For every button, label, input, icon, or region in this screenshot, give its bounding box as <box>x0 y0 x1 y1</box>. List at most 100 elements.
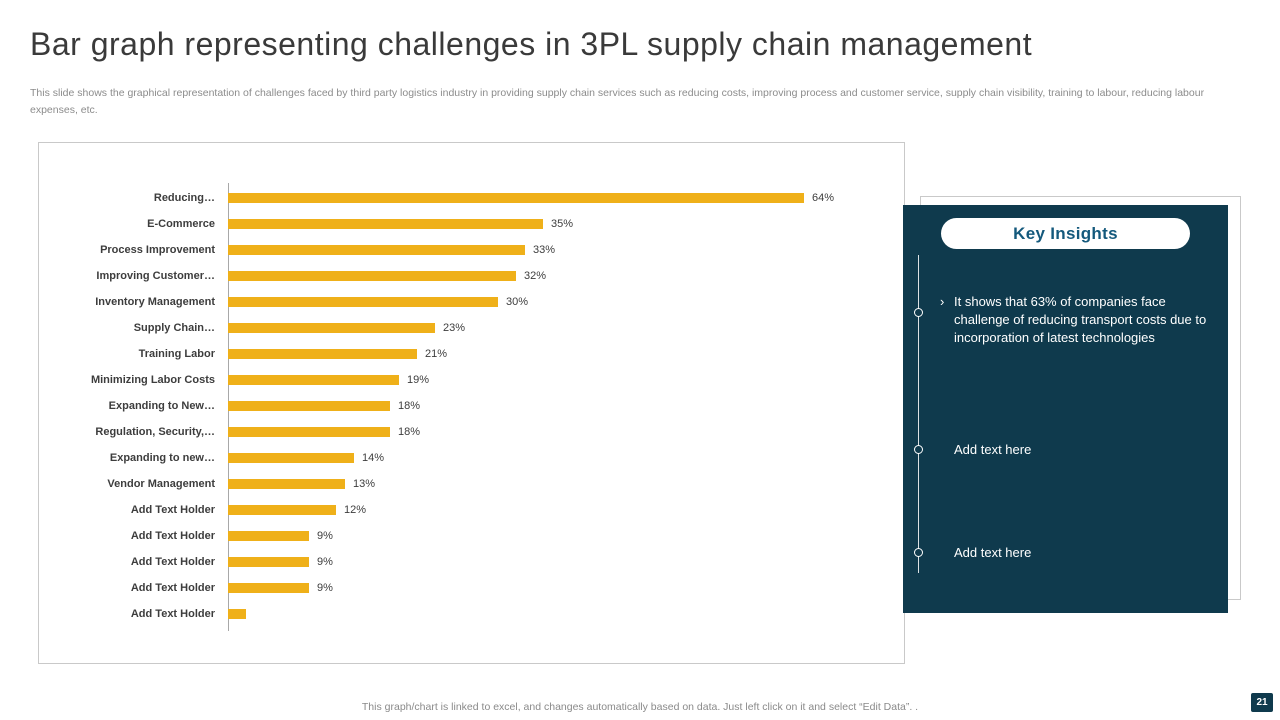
bullet-dot <box>914 548 923 557</box>
bar-row: Training Labor 21% <box>49 341 890 367</box>
category-label: Add Text Holder <box>130 582 215 594</box>
value-label: 33% <box>533 244 556 256</box>
bar-track: 30% <box>228 289 890 315</box>
category-label: Add Text Holder <box>130 504 215 516</box>
bullet-connector-line <box>918 255 919 573</box>
bar-row: Vendor Management 13% <box>49 471 890 497</box>
bar-row: Expanding to new… 14% <box>49 445 890 471</box>
insight-bullet: › It shows that 63% of companies face cha… <box>940 293 1216 347</box>
bar-track: 33% <box>228 237 890 263</box>
bar-row: Reducing… 64% <box>49 185 890 211</box>
bar[interactable] <box>228 297 498 307</box>
bar-track: 64% <box>228 185 890 211</box>
bar[interactable] <box>228 219 543 229</box>
bar-row: Add Text Holder 9% <box>49 523 890 549</box>
bar-track: 18% <box>228 419 890 445</box>
bar-row: Minimizing Labor Costs 19% <box>49 367 890 393</box>
bar-track: 23% <box>228 315 890 341</box>
bar[interactable] <box>228 609 246 619</box>
category-label: Process Improvement <box>100 244 215 256</box>
value-label: 64% <box>812 192 835 204</box>
bar[interactable] <box>228 427 390 437</box>
category-label: Add Text Holder <box>130 530 215 542</box>
bar[interactable] <box>228 401 390 411</box>
value-label: 23% <box>443 322 466 334</box>
bar[interactable] <box>228 375 399 385</box>
bar-track: 35% <box>228 211 890 237</box>
value-label: 19% <box>407 374 430 386</box>
value-label: 9% <box>317 582 333 594</box>
bar-track: 9% <box>228 549 890 575</box>
bullet-marker: › <box>940 294 945 309</box>
bullet-text: Add text here <box>954 442 1032 457</box>
bar[interactable] <box>228 245 525 255</box>
category-label: Improving Customer… <box>96 270 215 282</box>
bar-row: Regulation, Security,… 18% <box>49 419 890 445</box>
category-label: Reducing… <box>153 192 215 204</box>
bar[interactable] <box>228 323 435 333</box>
key-insights-panel: Key Insights › It shows that 63% of compa… <box>903 205 1228 613</box>
bar-row: E-Commerce 35% <box>49 211 890 237</box>
category-label: Add Text Holder <box>130 556 215 568</box>
category-label: Expanding to New… <box>108 400 215 412</box>
bar[interactable] <box>228 557 309 567</box>
bar[interactable] <box>228 505 336 515</box>
bar[interactable] <box>228 453 354 463</box>
value-label: 13% <box>353 478 376 490</box>
bar-row: Add Text Holder 12% <box>49 497 890 523</box>
footer-note: This graph/chart is linked to excel, and… <box>361 701 919 713</box>
bar-row: Inventory Management 30% <box>49 289 890 315</box>
bar[interactable] <box>228 271 516 281</box>
value-label: 32% <box>524 270 547 282</box>
bar[interactable] <box>228 479 345 489</box>
bar-row: Add Text Holder 9% <box>49 575 890 601</box>
bar-track: 9% <box>228 575 890 601</box>
bar-track: 9% <box>228 523 890 549</box>
insight-bullet: Add text here <box>940 544 1216 562</box>
bullet-dot <box>914 445 923 454</box>
bar[interactable] <box>228 349 417 359</box>
bar-track <box>228 601 890 627</box>
category-label: E-Commerce <box>147 218 215 230</box>
bar-chart[interactable]: Reducing… 64% E-Commerce 35% Process Improve… <box>38 142 905 664</box>
bullet-text: Add text here <box>954 545 1032 560</box>
bar-track: 21% <box>228 341 890 367</box>
category-label: Vendor Management <box>107 478 215 490</box>
bar[interactable] <box>228 583 309 593</box>
bar-track: 12% <box>228 497 890 523</box>
page-title: Bar graph representing challenges in 3PL… <box>30 26 1033 62</box>
bar-row: Process Improvement 33% <box>49 237 890 263</box>
value-label: 18% <box>398 400 421 412</box>
category-label: Regulation, Security,… <box>95 426 215 438</box>
bar-row: Supply Chain… 23% <box>49 315 890 341</box>
page-number-badge: 21 <box>1251 693 1273 712</box>
value-label: 12% <box>344 504 367 516</box>
category-label: Supply Chain… <box>133 322 215 334</box>
bar-track: 14% <box>228 445 890 471</box>
value-label: 18% <box>398 426 421 438</box>
bar-rows-container: Reducing… 64% E-Commerce 35% Process Improve… <box>49 185 890 627</box>
bar-track: 32% <box>228 263 890 289</box>
bullet-text: It shows that 63% of companies face chal… <box>954 294 1207 345</box>
slide-subtitle: This slide shows the graphical represent… <box>30 87 1205 116</box>
bar[interactable] <box>228 531 309 541</box>
bullet-dot <box>914 308 923 317</box>
value-label: 14% <box>362 452 385 464</box>
value-label: 9% <box>317 530 333 542</box>
bar-track: 18% <box>228 393 890 419</box>
insight-bullet: Add text here <box>940 441 1216 459</box>
bar-row: Add Text Holder <box>49 601 890 627</box>
bar-track: 19% <box>228 367 890 393</box>
category-label: Add Text Holder <box>130 608 215 620</box>
value-label: 35% <box>551 218 574 230</box>
bullet-marker <box>940 544 954 562</box>
category-label: Minimizing Labor Costs <box>90 374 215 386</box>
category-label: Training Labor <box>138 348 215 360</box>
bar-row: Improving Customer… 32% <box>49 263 890 289</box>
bar-row: Expanding to New… 18% <box>49 393 890 419</box>
value-label: 21% <box>425 348 448 360</box>
value-label: 9% <box>317 556 333 568</box>
bar[interactable] <box>228 193 804 203</box>
key-insights-title: Key Insights <box>941 218 1190 249</box>
value-label: 30% <box>506 296 529 308</box>
